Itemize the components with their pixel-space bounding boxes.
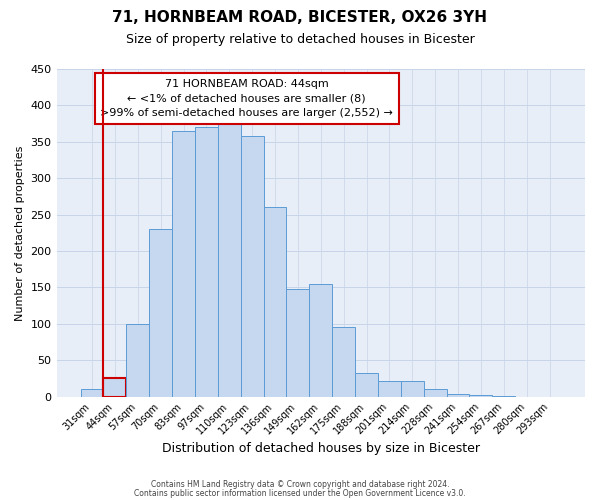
Bar	[172, 131, 195, 396]
Bar	[469, 395, 493, 396]
Bar	[241, 136, 263, 396]
X-axis label: Distribution of detached houses by size in Bicester: Distribution of detached houses by size …	[162, 442, 480, 455]
Text: 71, HORNBEAM ROAD, BICESTER, OX26 3YH: 71, HORNBEAM ROAD, BICESTER, OX26 3YH	[113, 10, 487, 25]
Text: Contains HM Land Registry data © Crown copyright and database right 2024.: Contains HM Land Registry data © Crown c…	[151, 480, 449, 489]
Text: 71 HORNBEAM ROAD: 44sqm
← <1% of detached houses are smaller (8)
>99% of semi-de: 71 HORNBEAM ROAD: 44sqm ← <1% of detache…	[100, 79, 393, 118]
Bar	[195, 128, 218, 396]
Bar	[80, 390, 103, 396]
Bar	[446, 394, 469, 396]
Text: Size of property relative to detached houses in Bicester: Size of property relative to detached ho…	[125, 32, 475, 46]
Bar	[149, 229, 172, 396]
Bar	[310, 284, 332, 397]
Bar	[127, 324, 149, 396]
Bar	[263, 208, 286, 396]
Bar	[401, 380, 424, 396]
Bar	[424, 388, 446, 396]
Bar	[218, 124, 241, 396]
Bar	[103, 378, 127, 396]
Bar	[332, 328, 355, 396]
Y-axis label: Number of detached properties: Number of detached properties	[15, 145, 25, 320]
Text: Contains public sector information licensed under the Open Government Licence v3: Contains public sector information licen…	[134, 489, 466, 498]
Bar	[355, 372, 378, 396]
Bar	[286, 289, 310, 397]
Bar	[378, 382, 401, 396]
